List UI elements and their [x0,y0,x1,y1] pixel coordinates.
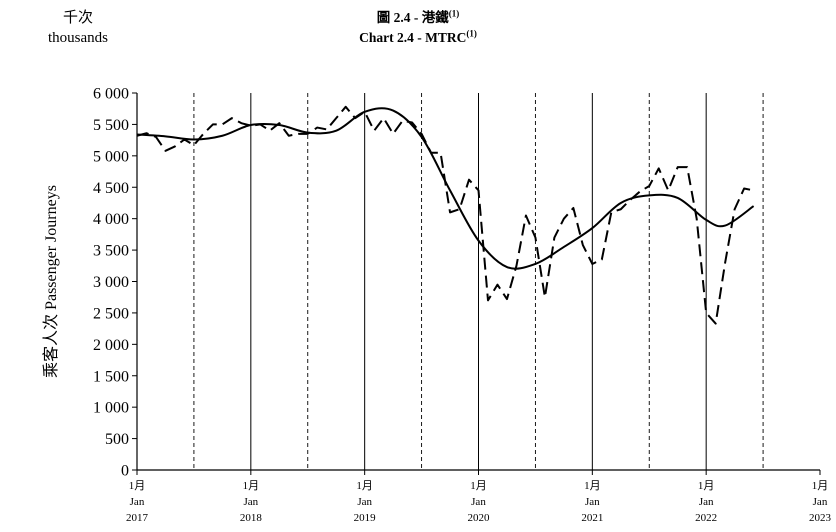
y-tick-label: 4 500 [93,180,129,197]
y-tick-label: 4 000 [93,211,129,228]
y-tick-label: 3 500 [93,243,129,260]
chart-title-en-note: (1) [466,28,477,39]
x-tick-label: 1月 Jan 2020 [468,480,491,524]
x-tick-jan: Jan [243,496,258,508]
x-tick-month: 1月 [129,480,146,492]
y-tick-label: 5 500 [93,117,129,134]
y-tick-label: 2 500 [93,305,129,322]
x-tick-jan: Jan [585,496,600,508]
unit-label-zh: 千次 [62,10,93,26]
y-tick-label: 6 000 [93,86,129,103]
x-tick-label: 1月 Jan 2017 [126,480,149,524]
chart-title: 圖 2.4 - 港鐵(1) Chart 2.4 - MTRC(1) [300,8,536,48]
chart-title-en: Chart 2.4 - MTRC(1) [300,28,536,48]
y-tick-labels: 0 500 1 000 1 500 2 000 2 500 3 000 3 500 4 000 4… [93,86,129,480]
chart-title-en-prefix: Chart 2.4 - [359,30,426,45]
axes [132,92,821,475]
x-tick-jan: Jan [471,496,486,508]
x-tick-jan: Jan [130,496,145,508]
x-tick-year: 2021 [581,512,603,524]
x-tick-year: 2018 [240,512,263,524]
x-tick-jan: Jan [699,496,714,508]
x-tick-year: 2019 [354,512,377,524]
grid [193,93,764,470]
x-tick-jan: Jan [357,496,372,508]
x-tick-year: 2023 [809,512,832,524]
chart-title-zh-prefix: 圖 2.4 - [376,10,422,25]
x-tick-label: 1月 Jan 2019 [354,480,377,524]
x-tick-month: 1月 [470,480,487,492]
x-tick-month: 1月 [698,480,715,492]
y-tick-label: 1 500 [93,368,129,385]
unit-label: 千次 thousands [28,8,128,48]
y-tick-label: 2 000 [93,337,129,354]
chart-title-zh-name: 港鐵 [421,10,449,25]
x-tick-label: 1月 Jan 2018 [240,480,263,524]
y-tick-label: 5 000 [93,148,129,165]
series-line-trend [136,107,755,270]
x-tick-month: 1月 [584,480,601,492]
chart-title-zh: 圖 2.4 - 港鐵(1) [300,8,536,28]
chart-title-en-name: MTRC [425,30,467,45]
x-tick-labels: 1月 Jan 2017 1月 Jan 2018 1月 Jan 2019 1月 Jan 2020 1月 Ja… [126,480,832,524]
x-tick-year: 2020 [468,512,491,524]
series [136,105,755,325]
y-axis-label: 乘客人次 Passenger Journeys [42,185,60,378]
x-tick-label: 1月 Jan 2021 [581,480,603,524]
x-tick-month: 1月 [812,480,829,492]
y-tick-label: 0 [121,463,129,480]
y-tick-label: 500 [105,431,129,448]
chart-title-zh-note: (1) [448,8,460,19]
x-tick-month: 1月 [243,480,260,492]
x-tick-label: 1月 Jan 2023 [809,480,832,524]
unit-label-en: thousands [48,30,108,46]
x-tick-month: 1月 [356,480,373,492]
x-tick-jan: Jan [813,496,828,508]
x-tick-label: 1月 Jan 2022 [695,480,717,524]
series-line-monthly [136,105,754,325]
x-tick-year: 2017 [126,512,149,524]
y-tick-label: 1 000 [93,400,129,417]
y-tick-label: 3 000 [93,274,129,291]
x-tick-year: 2022 [695,512,717,524]
